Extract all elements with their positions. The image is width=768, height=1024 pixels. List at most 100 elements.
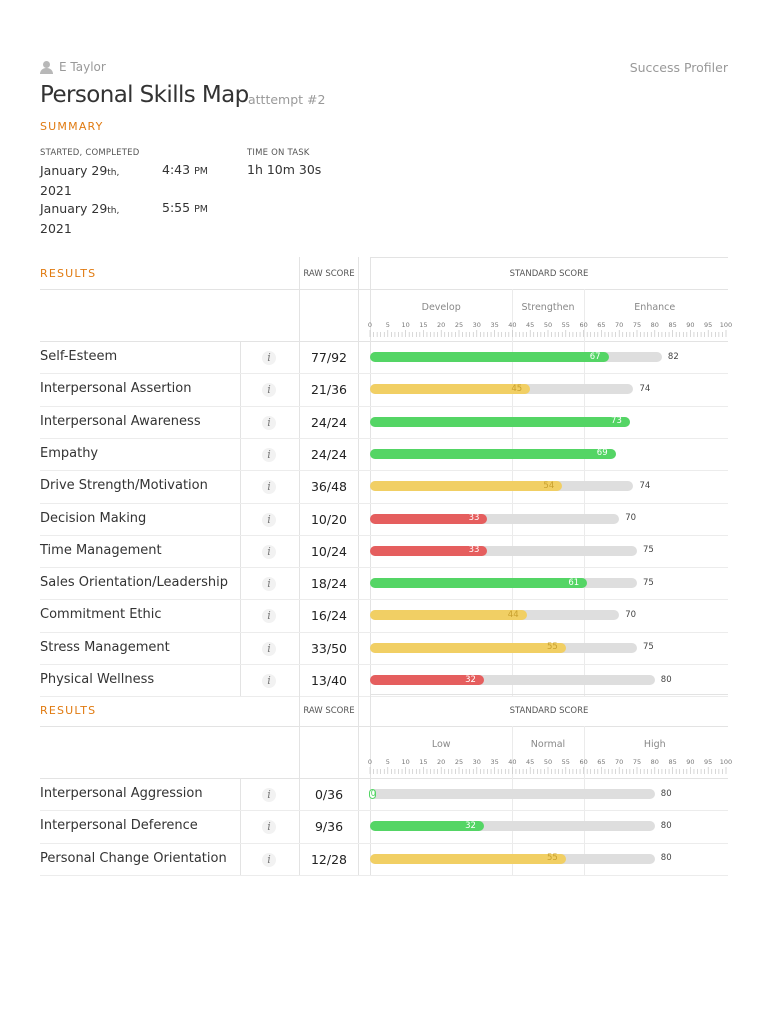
axis-tick-label: 75 — [633, 321, 641, 329]
completed-year: 2021 — [40, 221, 72, 236]
info-icon[interactable]: i — [262, 383, 276, 398]
axis-tick-label: 75 — [633, 758, 641, 766]
axis-tick-label: 80 — [651, 321, 659, 329]
raw-col-right-line — [358, 694, 359, 875]
skill-name: Interpersonal Assertion — [40, 381, 192, 397]
score-value-label: 44 — [507, 609, 519, 620]
axis-tick-label: 100 — [720, 321, 732, 329]
score-bar — [370, 821, 484, 832]
skill-name: Stress Management — [40, 639, 170, 655]
row-divider — [40, 810, 728, 812]
info-icon[interactable]: i — [262, 512, 276, 527]
info-icon[interactable]: i — [262, 447, 276, 462]
info-icon[interactable]: i — [262, 674, 276, 688]
raw-score: 12/28 — [310, 851, 348, 867]
info-col-line — [240, 341, 241, 697]
score-bar — [369, 789, 376, 799]
axis-tick-label: 15 — [419, 321, 427, 329]
info-icon[interactable]: i — [262, 609, 276, 624]
zone-divider — [583, 726, 585, 875]
skill-name: Self-Esteem — [40, 349, 118, 364]
score-track — [370, 821, 655, 832]
info-icon[interactable]: i — [262, 480, 276, 495]
score-value-label: 67 — [589, 351, 601, 362]
info-icon[interactable]: i — [262, 641, 276, 656]
raw-score: 77/92 — [310, 350, 348, 365]
row-divider — [40, 405, 728, 407]
skill-name: Interpersonal Awareness — [40, 413, 201, 429]
axis-tick-label: 65 — [597, 321, 605, 329]
skill-name: Sales Orientation/Leadership — [40, 575, 228, 591]
info-icon[interactable]: i — [262, 544, 276, 559]
user-info: E Taylor — [40, 60, 106, 74]
axis-tick-label: 65 — [597, 758, 605, 766]
axis-tick-label: 30 — [473, 758, 481, 766]
info-icon[interactable]: i — [262, 351, 276, 365]
results-header-top-line — [370, 694, 728, 695]
skill-name: Drive Strength/Motivation — [40, 478, 208, 494]
zone-label-high: High — [643, 739, 666, 750]
row-divider — [40, 437, 728, 439]
info-icon[interactable]: i — [262, 577, 276, 592]
score-value-label: 55 — [546, 642, 558, 653]
raw-score: 13/40 — [310, 673, 348, 688]
row-divider — [40, 631, 728, 633]
raw-score: 33/50 — [310, 640, 348, 656]
completed-time-text: 5:55 — [162, 200, 191, 215]
started-time-text: 4:43 — [162, 162, 191, 177]
info-icon[interactable]: i — [262, 852, 276, 867]
standard-score-header: STANDARD SCORE — [509, 269, 589, 279]
zone-divider — [583, 289, 585, 697]
skill-name: Time Management — [40, 542, 162, 558]
results-label: RESULTS — [40, 704, 97, 717]
axis-tick-label: 60 — [579, 321, 587, 329]
max-score-label: 74 — [639, 383, 651, 394]
started-year: 2021 — [40, 183, 72, 198]
info-icon[interactable]: i — [262, 415, 276, 430]
info-icon[interactable]: i — [262, 788, 276, 802]
axis-tick-label: 70 — [615, 758, 623, 766]
score-value-label: 54 — [543, 480, 555, 491]
raw-col-right-line — [358, 257, 359, 697]
axis-tick-label: 15 — [419, 758, 427, 766]
row-divider — [40, 599, 728, 601]
raw-col-left-line — [299, 694, 300, 875]
axis-tick-label: 5 — [386, 321, 390, 329]
score-track — [370, 675, 655, 685]
score-bar — [370, 481, 563, 492]
time-on-task-label: TIME ON TASK — [247, 148, 310, 158]
zone-label-normal: Normal — [530, 739, 566, 750]
axis-tick-label: 85 — [668, 758, 676, 766]
skill-name: Interpersonal Deference — [40, 818, 198, 834]
axis-tick-label: 85 — [668, 321, 676, 329]
completed-date: January 29th, 2021 — [40, 200, 150, 238]
axis-tick-label: 25 — [455, 321, 463, 329]
time-on-task-value: 1h 10m 30s — [247, 162, 322, 177]
skill-name: Commitment Ethic — [40, 607, 162, 623]
raw-score: 0/36 — [314, 787, 344, 802]
axis-tick-label: 100 — [720, 758, 732, 766]
raw-score: 24/24 — [310, 414, 348, 430]
started-date: January 29th, 2021 — [40, 162, 150, 200]
axis-tick-label: 95 — [704, 758, 712, 766]
score-bar — [370, 448, 616, 459]
skill-name: Empathy — [40, 445, 99, 461]
axis-tick-label: 70 — [615, 321, 623, 329]
max-score-label: 82 — [667, 351, 679, 362]
score-bar — [370, 853, 566, 864]
score-value-label: 33 — [468, 545, 480, 556]
results-header-mid-line — [40, 726, 728, 727]
score-value-label: 32 — [465, 820, 476, 831]
info-icon[interactable]: i — [262, 820, 276, 835]
zone-label-develop: Develop — [421, 302, 461, 313]
axis-tick-label: 90 — [686, 321, 694, 329]
completed-ampm: PM — [194, 204, 208, 215]
axis-tick-label: 35 — [490, 321, 498, 329]
skill-name: Personal Change Orientation — [40, 850, 227, 866]
score-bar — [370, 545, 488, 556]
row-divider — [40, 664, 728, 665]
summary-label: SUMMARY — [40, 120, 104, 133]
row-divider — [40, 470, 728, 472]
completed-date-text: January 29 — [40, 201, 108, 216]
score-value-label: 69 — [596, 448, 608, 459]
